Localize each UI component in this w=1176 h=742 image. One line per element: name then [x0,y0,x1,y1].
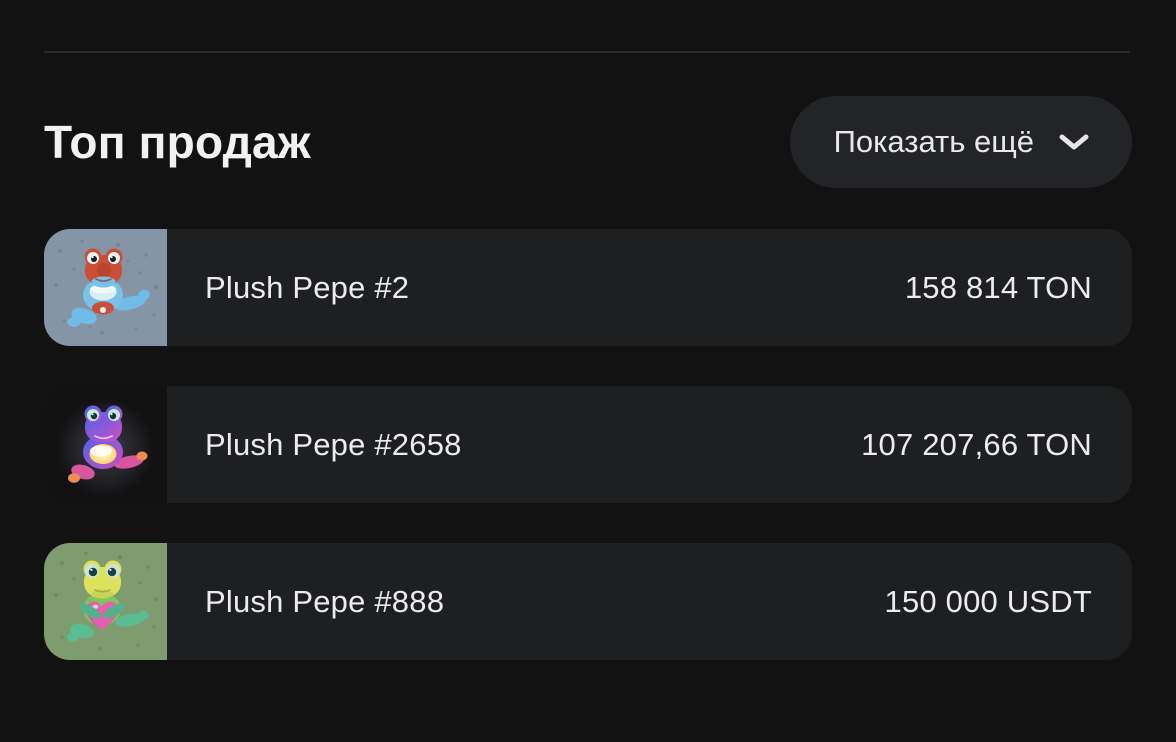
plush-pepe-2-thumbnail [44,229,167,346]
plush-pepe-888-thumbnail [44,543,167,660]
frog-red-blue [67,248,150,327]
page-title: Топ продаж [44,115,311,168]
show-more-label: Показать ещё [833,123,1034,159]
sale-item-name: Plush Pepe #2658 [205,426,462,462]
sale-row-plush-pepe-2[interactable]: Plush Pepe #2 158 814 TON [44,229,1132,346]
plush-pepe-2658-artwork [44,386,167,503]
sale-item-name: Plush Pepe #2 [205,269,410,305]
speckle-pattern [54,551,159,652]
frog-holographic [68,405,148,483]
sale-item-price: 150 000 USDT [884,583,1092,619]
sale-item-price: 107 207,66 TON [861,426,1092,462]
frog-with-heart [67,560,149,642]
sale-row-plush-pepe-2658[interactable]: Plush Pepe #2658 107 207,66 TON [44,386,1132,503]
speckle-pattern [54,239,159,336]
sale-row-plush-pepe-888[interactable]: Plush Pepe #888 150 000 USDT [44,543,1132,660]
chevron-down-icon [1059,134,1089,149]
show-more-button[interactable]: Показать ещё [789,95,1132,188]
plush-pepe-2658-thumbnail [44,386,167,503]
plush-pepe-2-artwork [44,229,167,346]
sale-item-name: Plush Pepe #888 [205,583,445,619]
plush-pepe-888-artwork [44,543,167,660]
top-sales-list: Plush Pepe #2 158 814 TON [44,229,1132,660]
section-header: Топ продаж Показать ещё [44,95,1132,188]
sale-item-price: 158 814 TON [904,269,1092,305]
section-divider [44,51,1130,53]
